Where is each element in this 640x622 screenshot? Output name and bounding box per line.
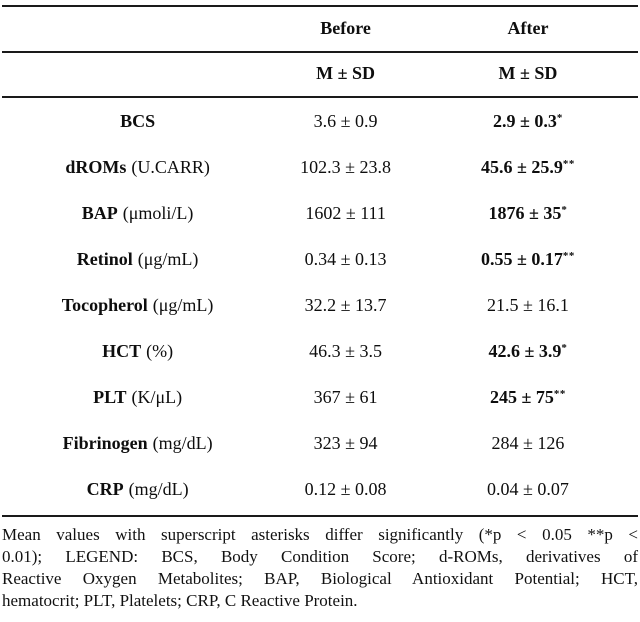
footnote-line: Mean values with superscript asterisks d… [2,525,638,544]
subheader-msd-before: M ± SD [316,63,376,83]
table-row: Fibrinogen (mg/dL) 323 ± 94 284 ± 126 [0,421,640,467]
table-row: BCS 3.6 ± 0.9 2.9 ± 0.3* [0,98,640,144]
before-value: 0.34 ± 0.13 [304,248,387,269]
table-row: Retinol (μg/mL) 0.34 ± 0.13 0.55 ± 0.17** [0,236,640,282]
table-footnote: Mean values with superscript asterisks d… [2,524,638,612]
significance-marker: * [556,111,563,124]
table-subheader-row: M ± SD M ± SD [0,53,640,94]
after-value: 2.9 ± 0.3* [416,111,640,132]
table-row: Tocopherol (μg/mL) 32.2 ± 13.7 21.5 ± 16.… [0,282,640,328]
after-value-text: 0.04 ± 0.07 [487,479,569,500]
significance-marker: * [561,203,568,216]
before-value: 46.3 ± 3.5 [309,341,383,362]
parameter-name: CRP [86,479,124,500]
table-rule-under-header [2,51,638,53]
after-value: 42.6 ± 3.9* [416,341,640,362]
parameter-unit: (μg/mL) [152,294,214,315]
before-value: 102.3 ± 23.8 [300,156,392,177]
after-value-text: 21.5 ± 16.1 [487,294,569,315]
after-value: 0.55 ± 0.17** [416,249,640,270]
row-label: CRP (mg/dL) [0,479,275,500]
parameter-name: Tocopherol [61,294,148,315]
after-value: 0.04 ± 0.07 [416,479,640,500]
row-label: Tocopherol (μg/mL) [0,295,275,316]
subheader-msd-after: M ± SD [498,63,558,83]
table-row: BAP (μmoli/L) 1602 ± 111 1876 ± 35* [0,190,640,236]
row-label: HCT (%) [0,341,275,362]
parameter-unit: (μmoli/L) [122,202,194,223]
row-label: dROMs (U.CARR) [0,157,275,178]
after-value-text: 0.55 ± 0.17 [481,248,563,269]
footnote-line: 0.01); LEGEND: BCS, Body Condition Score… [2,547,638,566]
parameter-name: BCS [120,110,156,131]
after-value: 284 ± 126 [416,433,640,454]
parameter-unit: (μg/mL) [137,248,199,269]
after-value-text: 1876 ± 35 [488,202,562,223]
parameter-unit: (mg/dL) [128,479,189,500]
footnote-line: Reactive Oxygen Metabolites; BAP, Biolog… [2,569,638,588]
significance-marker: ** [562,157,575,170]
parameter-unit: (%) [146,341,174,362]
parameter-name: HCT [102,341,142,362]
parameter-name: PLT [93,387,127,408]
after-value: 21.5 ± 16.1 [416,295,640,316]
parameter-unit: (K/μL) [131,387,183,408]
before-value: 0.12 ± 0.08 [304,479,387,500]
table-rule-top [2,5,638,7]
after-value-text: 245 ± 75 [490,387,554,408]
significance-marker: * [561,342,568,355]
footnote-line: hematocrit; PLT, Platelets; CRP, C React… [2,591,358,610]
after-value: 1876 ± 35* [416,203,640,224]
before-value: 367 ± 61 [313,387,378,408]
row-label: PLT (K/μL) [0,387,275,408]
table-body: BCS 3.6 ± 0.9 2.9 ± 0.3* dROMs (U.CARR) 1… [0,98,640,513]
before-value: 323 ± 94 [313,433,378,454]
after-value: 245 ± 75** [416,387,640,408]
header-before: Before [320,17,371,38]
parameter-name: dROMs [65,156,127,177]
significance-marker: ** [562,249,575,262]
after-value-text: 2.9 ± 0.3 [493,110,557,131]
row-label: BCS [0,111,275,132]
before-value: 3.6 ± 0.9 [313,110,378,131]
parameter-unit: (U.CARR) [131,156,210,177]
parameter-unit: (mg/dL) [152,433,213,454]
parameter-name: Retinol [76,248,133,269]
before-value: 1602 ± 111 [305,202,386,223]
table-row: HCT (%) 46.3 ± 3.5 42.6 ± 3.9* [0,329,640,375]
after-value-text: 284 ± 126 [491,433,565,454]
table-rule-bottom [2,515,638,517]
significance-marker: ** [553,388,566,401]
after-value-text: 42.6 ± 3.9 [488,341,562,362]
parameter-name: Fibrinogen [62,433,148,454]
table-row: CRP (mg/dL) 0.12 ± 0.08 0.04 ± 0.07 [0,467,640,513]
table-row: PLT (K/μL) 367 ± 61 245 ± 75** [0,375,640,421]
row-label: BAP (μmoli/L) [0,203,275,224]
table-header-row: Before After [0,7,640,49]
header-after: After [507,17,549,38]
parameter-name: BAP [81,202,118,223]
row-label: Fibrinogen (mg/dL) [0,433,275,454]
after-value: 45.6 ± 25.9** [416,157,640,178]
table-row: dROMs (U.CARR) 102.3 ± 23.8 45.6 ± 25.9** [0,144,640,190]
after-value-text: 45.6 ± 25.9 [481,156,563,177]
before-value: 32.2 ± 13.7 [304,294,387,315]
row-label: Retinol (μg/mL) [0,249,275,270]
table-rule-under-subheader [2,96,638,98]
